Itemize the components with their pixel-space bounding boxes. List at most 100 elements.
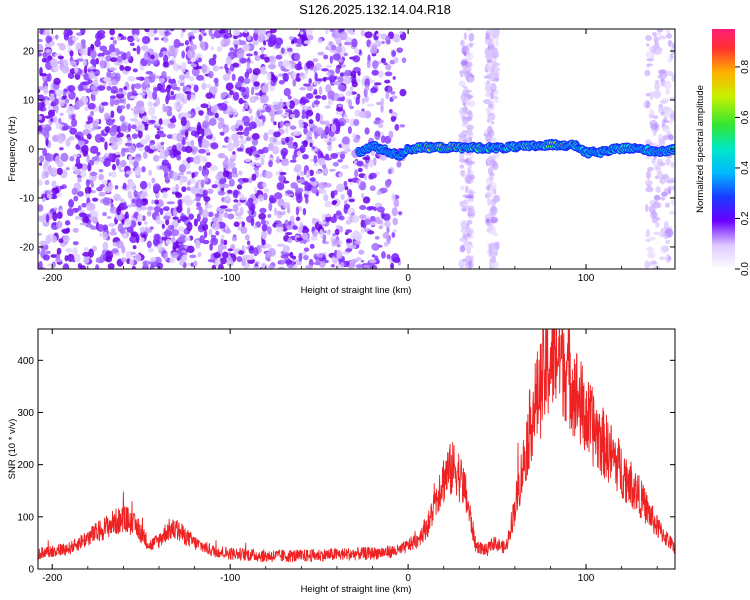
noise-blob: [109, 97, 115, 107]
noise-blob: [198, 165, 202, 172]
noise-blob: [225, 167, 230, 171]
noise-blob: [665, 253, 671, 264]
noise-blob: [380, 135, 386, 144]
noise-blob: [380, 57, 386, 64]
noise-blob: [310, 235, 318, 241]
noise-blob: [459, 200, 465, 208]
noise-blob: [181, 186, 187, 193]
noise-blob: [149, 144, 158, 150]
noise-blob: [144, 29, 151, 33]
noise-blob: [49, 95, 55, 102]
noise-blob: [110, 36, 114, 41]
noise-blob: [49, 169, 58, 174]
noise-blob: [180, 215, 187, 222]
noise-blob: [75, 99, 84, 108]
noise-blob: [375, 117, 381, 122]
noise-blob: [217, 152, 226, 159]
noise-blob: [273, 207, 278, 216]
noise-blob: [467, 94, 474, 99]
noise-blob: [261, 263, 268, 269]
noise-blob: [166, 146, 173, 151]
noise-blob: [145, 71, 153, 75]
noise-blob: [352, 55, 361, 63]
noise-blob: [211, 184, 218, 189]
noise-blob: [278, 73, 283, 77]
noise-blob: [645, 170, 651, 180]
colorbar-tick-label: 0.4: [740, 161, 750, 175]
noise-blob: [44, 160, 50, 165]
noise-blob: [262, 40, 267, 46]
figure-title: S126.2025.132.14.04.R18: [299, 2, 451, 17]
snr-y-ticks: 0 100 200 300 400: [17, 356, 675, 576]
noise-blob: [381, 40, 385, 45]
noise-blob: [233, 138, 240, 148]
snr-y-tick-label: 0: [28, 565, 34, 576]
noise-blob: [345, 248, 352, 253]
noise-blob: [486, 191, 494, 197]
noise-blob: [116, 55, 123, 63]
noise-blob: [190, 139, 195, 147]
noise-blob: [138, 92, 146, 96]
noise-blob: [170, 251, 179, 259]
noise-blob: [255, 153, 261, 158]
noise-blob: [222, 124, 230, 134]
noise-blob: [92, 120, 99, 130]
noise-blob: [461, 123, 466, 128]
noise-blob: [244, 126, 252, 131]
noise-blob: [104, 141, 108, 151]
noise-blob: [109, 29, 116, 36]
noise-blob: [332, 53, 341, 61]
noise-blob: [267, 213, 272, 219]
noise-blob: [313, 65, 317, 74]
noise-blob: [462, 233, 467, 239]
noise-blob: [58, 238, 64, 244]
noise-blob: [171, 115, 176, 123]
noise-blob: [281, 210, 287, 215]
noise-blob: [109, 72, 117, 78]
noise-blob: [172, 207, 178, 217]
noise-blob: [336, 249, 342, 257]
noise-blob: [366, 60, 371, 69]
noise-blob: [81, 202, 87, 208]
noise-blob: [129, 180, 136, 191]
noise-blob: [323, 169, 327, 174]
noise-blob: [42, 197, 47, 202]
noise-blob: [494, 96, 499, 104]
noise-blob: [324, 105, 331, 109]
noise-blob: [167, 224, 174, 231]
noise-blob: [77, 83, 84, 92]
noise-blob: [349, 181, 353, 186]
noise-blob: [216, 46, 223, 53]
noise-blob: [164, 106, 169, 113]
noise-blob: [302, 181, 311, 186]
noise-blob: [94, 39, 101, 48]
noise-blob: [396, 47, 404, 53]
noise-blob: [182, 85, 187, 93]
noise-blob: [351, 78, 357, 84]
noise-blob: [460, 60, 468, 66]
noise-blob: [67, 72, 75, 80]
noise-blob: [343, 180, 348, 187]
noise-blob: [119, 198, 125, 203]
noise-blob: [306, 130, 312, 140]
noise-blob: [346, 148, 352, 152]
noise-blob: [366, 206, 374, 211]
noise-blob: [204, 115, 209, 122]
noise-blob: [220, 39, 225, 46]
noise-blob: [74, 169, 80, 175]
noise-blob: [376, 206, 385, 213]
noise-blob: [341, 136, 350, 145]
noise-blob: [347, 126, 352, 134]
noise-blob: [141, 215, 146, 222]
noise-blob: [249, 121, 257, 130]
noise-blob: [176, 86, 181, 92]
noise-blob: [663, 232, 669, 240]
noise-blob: [649, 91, 654, 101]
noise-blob: [187, 180, 191, 186]
noise-blob: [158, 77, 165, 83]
noise-blob: [262, 182, 267, 189]
noise-blob: [193, 260, 198, 267]
noise-blob: [341, 64, 347, 68]
noise-blob: [645, 51, 651, 58]
noise-blob: [111, 171, 117, 178]
